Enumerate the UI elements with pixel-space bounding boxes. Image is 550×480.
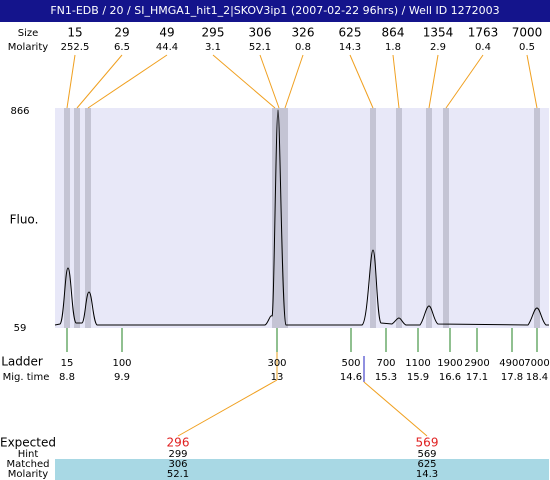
- matched-value: 306: [168, 459, 187, 470]
- peak-molarity: 6.5: [114, 42, 130, 53]
- row-molarity-label: Molarity: [8, 469, 48, 480]
- y-axis-label: Fluo.: [10, 213, 39, 227]
- peak-connector: [526, 54, 538, 109]
- ladder-time: 14.6: [340, 372, 362, 383]
- hint-value: 569: [417, 449, 436, 460]
- peak-size: 306: [249, 26, 272, 40]
- molarity-value: 14.3: [416, 469, 438, 480]
- peak-band: [370, 108, 376, 328]
- title-bar: [0, 0, 550, 22]
- hint-label: Hint: [18, 449, 39, 460]
- ladder-size: 500: [341, 358, 360, 369]
- connector: [363, 381, 428, 437]
- peak-band: [396, 108, 402, 328]
- matched-value: 625: [417, 459, 436, 470]
- matched-label: Matched: [6, 459, 49, 470]
- peak-molarity: 1.8: [385, 42, 401, 53]
- peak-band: [85, 108, 91, 328]
- peak-molarity: 14.3: [339, 42, 361, 53]
- ladder-time: 8.8: [59, 372, 75, 383]
- ladder-size: 15: [61, 358, 74, 369]
- plot-area: [55, 108, 549, 328]
- matched-highlight: [55, 459, 549, 480]
- peak-size: 1763: [468, 26, 499, 40]
- y-max-label: 866: [10, 106, 29, 117]
- peak-molarity: 252.5: [61, 42, 90, 53]
- expected-value: 296: [167, 436, 190, 450]
- trace: [54, 109, 549, 326]
- hint-value: 299: [168, 449, 187, 460]
- peak-molarity: 44.4: [156, 42, 178, 53]
- ladder-size: 2900: [464, 358, 489, 369]
- molarity-value: 52.1: [167, 469, 189, 480]
- ladder-time: 9.9: [114, 372, 130, 383]
- peak-size: 49: [159, 26, 174, 40]
- peak-size: 295: [202, 26, 225, 40]
- peak-size: 15: [67, 26, 82, 40]
- ladder-size: 100: [112, 358, 131, 369]
- peak-molarity: 0.5: [519, 42, 535, 53]
- ladder-time: 15.3: [375, 372, 397, 383]
- peak-molarity: 2.9: [430, 42, 446, 53]
- peak-connector: [87, 54, 168, 109]
- peak-band: [64, 108, 70, 328]
- peak-connector: [445, 54, 484, 109]
- ladder-time: 18.4: [526, 372, 548, 383]
- peak-size: 1354: [423, 26, 454, 40]
- peak-molarity: 0.4: [475, 42, 491, 53]
- ladder-size: 300: [267, 358, 286, 369]
- peak-molarity: 0.8: [295, 42, 311, 53]
- peak-band: [534, 108, 540, 328]
- ladder-time: 15.9: [407, 372, 429, 383]
- peak-connector: [66, 54, 76, 109]
- ladder-size: 4900: [499, 358, 524, 369]
- peak-molarity: 3.1: [205, 42, 221, 53]
- peak-size: 29: [114, 26, 129, 40]
- mig-time-label: Mig. time: [3, 372, 50, 383]
- ladder-size: 1900: [437, 358, 462, 369]
- connector: [177, 379, 278, 437]
- expected-value: 569: [416, 436, 439, 450]
- peak-connector: [284, 54, 304, 109]
- title: FN1-EDB / 20 / SI_HMGA1_hit1_2|SKOV3ip1 …: [50, 4, 499, 17]
- ladder-time: 13: [271, 372, 284, 383]
- peak-band: [282, 108, 288, 328]
- peak-connector: [259, 54, 280, 109]
- molarity-label: Molarity: [8, 42, 48, 53]
- ladder-label: Ladder: [1, 355, 43, 369]
- peak-size: 326: [292, 26, 315, 40]
- ladder-size: 7000: [524, 358, 549, 369]
- expected-label: Expected: [0, 436, 56, 450]
- peak-connector: [428, 54, 439, 109]
- peak-connector: [349, 54, 374, 109]
- peak-band: [426, 108, 432, 328]
- size-label: Size: [18, 28, 39, 39]
- peak-size: 7000: [512, 26, 543, 40]
- peak-molarity: 52.1: [249, 42, 271, 53]
- ladder-time: 16.6: [439, 372, 461, 383]
- ladder-size: 1100: [405, 358, 430, 369]
- peak-band: [443, 108, 449, 328]
- ladder-time: 17.1: [466, 372, 488, 383]
- ladder-time: 17.8: [501, 372, 523, 383]
- peak-connector: [212, 54, 276, 109]
- ladder-size: 700: [376, 358, 395, 369]
- peak-band: [74, 108, 80, 328]
- peak-band: [276, 108, 282, 328]
- peak-size: 625: [339, 26, 362, 40]
- peak-connector: [392, 54, 400, 109]
- peak-size: 864: [382, 26, 405, 40]
- y-min-label: 59: [14, 323, 27, 334]
- peak-connector: [76, 54, 123, 109]
